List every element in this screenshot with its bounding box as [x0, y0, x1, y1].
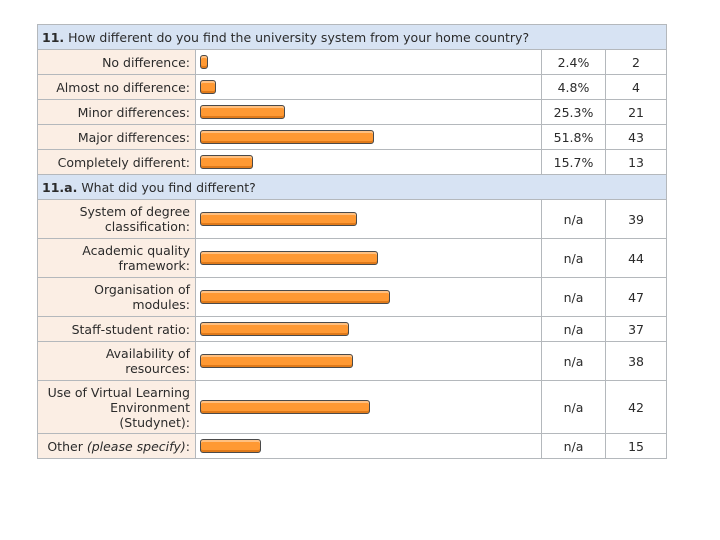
response-bar [200, 55, 208, 69]
answer-row: Use of Virtual Learning Environment (Stu… [37, 380, 668, 434]
percent-value: n/a [541, 433, 606, 459]
answer-label-end: : [185, 438, 190, 454]
response-count: 21 [604, 99, 668, 125]
answer-row: Organisation of modules: n/a 47 [37, 277, 668, 317]
bar-cell [195, 277, 542, 317]
percent-value: n/a [541, 277, 606, 317]
response-bar [200, 105, 285, 119]
answer-label: Other (please specify): [37, 433, 196, 459]
survey-results-table: 11. How different do you find the univer… [36, 24, 668, 459]
answer-label: Completely different: [37, 149, 196, 175]
answer-row: Minor differences: 25.3% 21 [37, 99, 668, 125]
percent-value: 4.8% [541, 74, 606, 100]
question-title: How different do you find the university… [68, 29, 530, 45]
response-bar [200, 439, 261, 453]
answer-label: Major differences: [37, 124, 196, 150]
bar-cell [195, 238, 542, 278]
bar-cell [195, 199, 542, 239]
percent-value: 51.8% [541, 124, 606, 150]
bar-cell [195, 316, 542, 342]
response-count: 2 [604, 49, 668, 75]
question-title: What did you find different? [81, 179, 256, 195]
percent-value: n/a [541, 238, 606, 278]
answer-row: System of degree classification: n/a 39 [37, 199, 668, 239]
question-number: 11.a. [42, 179, 78, 195]
answer-row: Major differences: 51.8% 43 [37, 124, 668, 150]
question-header: 11.a. What did you find different? [36, 174, 668, 200]
answer-label-note: (please specify) [86, 438, 186, 454]
answer-label-main: Other [47, 438, 87, 454]
response-count: 15 [604, 433, 668, 459]
question-title-cell: 11. How different do you find the univer… [36, 24, 668, 50]
bar-cell [195, 74, 542, 100]
answer-row: No difference: 2.4% 2 [37, 49, 668, 75]
response-count: 37 [604, 316, 668, 342]
response-bar [200, 322, 349, 336]
question-title-cell: 11.a. What did you find different? [36, 174, 668, 200]
response-bar [200, 155, 253, 169]
answer-label: Staff-student ratio: [37, 316, 196, 342]
bar-cell [195, 380, 542, 434]
question-number: 11. [42, 29, 65, 45]
bar-cell [195, 124, 542, 150]
response-count: 43 [604, 124, 668, 150]
bar-cell [195, 341, 542, 381]
bar-cell [195, 49, 542, 75]
answer-label: Use of Virtual Learning Environment (Stu… [37, 380, 196, 434]
answer-label: Availability of resources: [37, 341, 196, 381]
answer-row: Academic quality framework: n/a 44 [37, 238, 668, 278]
percent-value: n/a [541, 316, 606, 342]
bar-cell [195, 99, 542, 125]
response-bar [200, 290, 390, 304]
response-count: 42 [604, 380, 668, 434]
answer-label: Almost no difference: [37, 74, 196, 100]
answer-row: Completely different: 15.7% 13 [37, 149, 668, 175]
percent-value: n/a [541, 341, 606, 381]
response-bar [200, 212, 357, 226]
answer-label: Academic quality framework: [37, 238, 196, 278]
percent-value: n/a [541, 199, 606, 239]
response-count: 4 [604, 74, 668, 100]
answer-row: Other (please specify): n/a 15 [37, 433, 668, 459]
percent-value: 15.7% [541, 149, 606, 175]
bar-cell [195, 149, 542, 175]
response-bar [200, 130, 374, 144]
response-count: 47 [604, 277, 668, 317]
percent-value: 2.4% [541, 49, 606, 75]
response-count: 44 [604, 238, 668, 278]
response-bar [200, 80, 216, 94]
answer-label: Minor differences: [37, 99, 196, 125]
answer-row: Almost no difference: 4.8% 4 [37, 74, 668, 100]
answer-label: System of degree classification: [37, 199, 196, 239]
percent-value: 25.3% [541, 99, 606, 125]
response-count: 13 [604, 149, 668, 175]
response-count: 39 [604, 199, 668, 239]
answer-row: Availability of resources: n/a 38 [37, 341, 668, 381]
answer-label: No difference: [37, 49, 196, 75]
answer-row: Staff-student ratio: n/a 37 [37, 316, 668, 342]
response-bar [200, 400, 370, 414]
percent-value: n/a [541, 380, 606, 434]
response-bar [200, 251, 378, 265]
answer-label: Organisation of modules: [37, 277, 196, 317]
response-count: 38 [604, 341, 668, 381]
bar-cell [195, 433, 542, 459]
response-bar [200, 354, 353, 368]
question-header: 11. How different do you find the univer… [36, 24, 668, 50]
